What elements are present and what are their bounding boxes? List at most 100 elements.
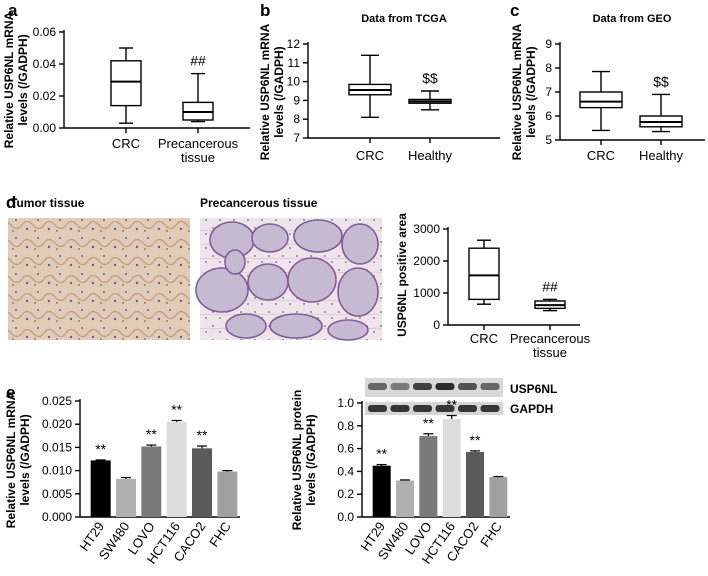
blot-band-usp6nl-5 [480,383,500,390]
bar-e2-5 [489,475,508,517]
bar-rect [192,448,212,517]
y-tick-label-e1-4: 0.020 [42,417,72,431]
y-tick-label-e2-5: 1.0 [337,396,354,410]
y-tick-label-b-2: 9 [293,93,300,107]
bar-rect [419,436,438,517]
y-tick-label-d-3: 3000 [413,222,440,236]
bar-e1-3 [166,419,187,517]
box-a-0 [110,47,142,124]
category-label-b-1-0: Healthy [408,148,453,163]
y-tick-label-d-2: 2000 [413,254,440,268]
bar-e1-2 [141,444,162,517]
category-label-c-0-0: CRC [587,148,615,163]
bar-e1-5 [217,470,238,517]
box-c-0 [579,70,623,132]
chart-d: USP6NL positive area 0 1000 2000 3000 CRC Prec… [395,213,591,360]
box-a-1 [182,72,214,123]
western-blot [365,378,503,415]
panel-letter-e: e [6,383,15,402]
category-label-a-1-0: Precancerous [158,136,239,151]
gland-5 [247,263,289,301]
bar-e1-0 [90,459,111,517]
bar-e1-1 [116,476,136,517]
y-tick-label-e2-4: 0.8 [337,419,354,433]
bar-rect [166,421,187,517]
significance-e1-0: ** [95,441,106,457]
blot-label-gapdh: GAPDH [510,402,553,416]
blot-band-usp6nl-3 [435,383,455,390]
y-tick-label-e1-2: 0.010 [42,464,72,478]
bar-e2-0 [372,463,391,517]
y-axis-label-c-1: levels (/GADPH) [524,46,538,137]
y-axis-label-c-0: Relative USP6NL mRNA [510,23,524,160]
bar-e2-1 [396,479,414,517]
y-tick-label-e1-1: 0.005 [42,487,72,501]
box-body [110,60,142,107]
blot-band-gapdh-0 [368,405,387,412]
y-tick-label-c-1: 6 [545,109,552,123]
bar-e2-3 [442,414,461,517]
bar-rect [116,478,136,517]
gland-7 [337,267,379,317]
y-axis-label-a-0: Relative USP6NL mRNA [2,11,16,148]
y-tick-label-e1-3: 0.015 [42,440,72,454]
category-label-b-0-0: CRC [356,148,384,163]
box-body [468,247,500,301]
blot-band-gapdh-1 [390,405,410,412]
y-axis-label-e2-1: levels (/GADPH) [304,414,318,505]
y-tick-label-d-0: 0 [433,318,440,332]
y-axis-label-a-1: levels (/GADPH) [16,34,30,125]
bar-rect [90,460,111,517]
box-body [579,91,623,109]
category-label-e2-5: FHC [477,519,505,549]
y-axis-label-e1-0: Relative USP6NL mRNA [4,391,18,528]
chart-title-c: Data from GEO [593,13,672,25]
y-tick-label-e1-5: 0.025 [42,394,72,408]
gland-3 [341,223,379,265]
bar-e2-2 [419,433,438,517]
precancerous-tissue-image [195,218,382,341]
y-tick-label-a-2: 0.04 [33,57,57,71]
y-tick-label-a-1: 0.02 [33,89,57,103]
chart-e2: Relative USP6NL protein levels (/GADPH) 0.… [290,390,510,567]
chart-c: Data from GEO Relative USP6NL mRNA levels … [510,13,705,163]
blot-band-usp6nl-1 [390,383,410,390]
gland-8 [225,313,267,339]
y-tick-label-b-0: 7 [293,131,300,145]
bar-rect [217,471,238,517]
significance-a-1: ## [190,53,206,69]
significance-b-1: $$ [422,70,438,86]
box-d-1 [534,298,566,312]
y-tick-label-e1-0: 0.000 [42,510,72,524]
y-tick-label-c-3: 8 [545,61,552,75]
significance-c-1: $$ [653,73,669,89]
bar-e2-4 [466,450,484,517]
y-tick-label-e2-3: 0.6 [337,442,354,456]
category-label-a-1-1: tissue [181,150,215,165]
significance-d-1: ## [542,278,558,294]
blot-band-usp6nl-4 [458,383,477,390]
panel-letter-a: a [8,1,18,20]
y-tick-label-c-0: 5 [545,133,552,147]
gland-6 [287,257,337,303]
blot-band-gapdh-5 [480,405,500,412]
category-label-e1-5: FHC [206,519,234,549]
bar-rect [489,477,508,517]
y-tick-label-e2-1: 0.2 [337,487,354,501]
y-tick-label-c-2: 7 [545,85,552,99]
y-tick-label-e2-2: 0.4 [337,464,354,478]
blot-band-gapdh-2 [413,405,432,412]
significance-e1-2: ** [146,426,157,442]
gland-1 [251,223,289,253]
category-label-d-0-0: CRC [470,331,498,346]
significance-e1-4: ** [197,427,208,443]
bar-rect [396,480,414,517]
gland-9 [269,313,323,339]
gland-2 [293,219,343,253]
blot-label-usp6nl: USP6NL [510,382,557,396]
significance-e2-4: ** [470,432,481,448]
blot-band-gapdh-4 [458,405,477,412]
precancerous-tissue-label: Precancerous tissue [200,196,318,210]
significance-e2-2: ** [423,415,434,431]
